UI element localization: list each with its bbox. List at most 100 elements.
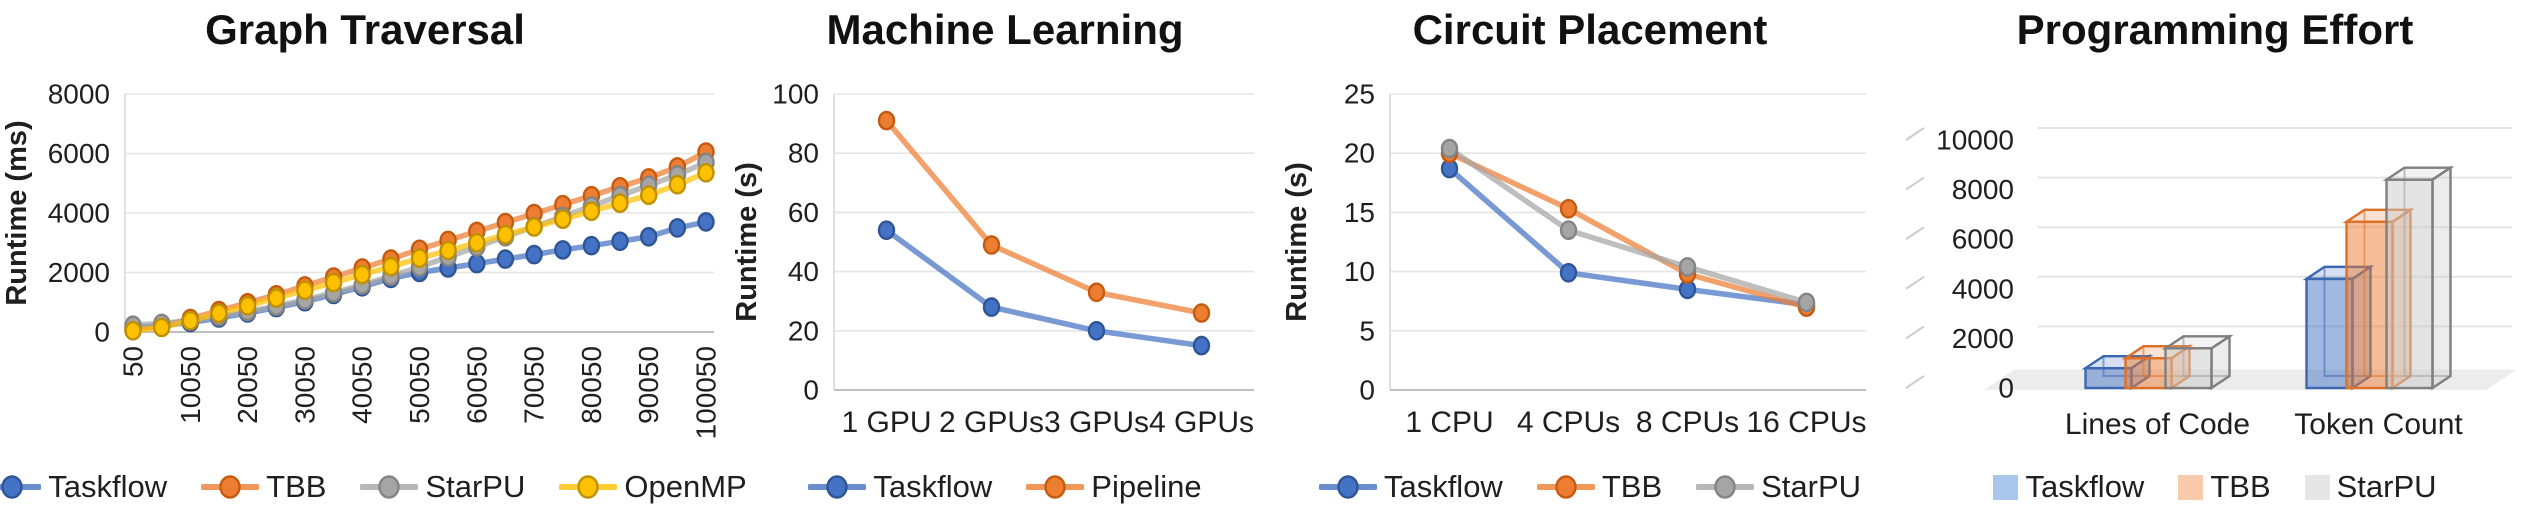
legend-line-marker-icon bbox=[0, 475, 42, 499]
legend-item-pipeline: Pipeline bbox=[1026, 469, 1202, 505]
marker-openmp bbox=[181, 310, 200, 331]
legend-line-marker-icon bbox=[360, 475, 419, 499]
series-line-taskflow bbox=[883, 227, 1205, 349]
svg-text:2000: 2000 bbox=[48, 257, 110, 288]
series-line-pipeline bbox=[883, 117, 1205, 316]
legend-label: Taskflow bbox=[873, 469, 993, 504]
legend-item-openmp: OpenMP bbox=[559, 469, 747, 505]
svg-text:0: 0 bbox=[803, 375, 819, 406]
series-line-taskflow bbox=[1446, 165, 1810, 308]
legend-item-tbb: TBB bbox=[1536, 469, 1662, 505]
svg-text:2000: 2000 bbox=[1952, 323, 2014, 354]
plot-circuit-placement: 0 5 10 15 20 25 1 CPU 4 CPUs 8 CPUs 16 CPUs Runtim… bbox=[1281, 79, 1867, 440]
plot-programming-effort: 0 2000 4000 6000 8000 10000 Lines of Code Token… bbox=[1905, 125, 2517, 441]
svg-text:Runtime (ms): Runtime (ms) bbox=[1, 120, 33, 305]
marker-openmp bbox=[697, 163, 715, 183]
gridlines bbox=[1389, 93, 1866, 391]
legend-item-taskflow: Taskflow bbox=[1993, 469, 2144, 505]
marker-taskflow bbox=[697, 212, 715, 232]
marker-openmp bbox=[238, 295, 257, 316]
marker-starpu bbox=[1559, 220, 1578, 240]
legend-programming-effort: Taskflow TBB StarPU bbox=[1900, 456, 2530, 518]
svg-text:Runtime (s): Runtime (s) bbox=[1281, 162, 1313, 322]
marker-pipeline bbox=[877, 110, 896, 131]
marker-openmp bbox=[582, 201, 601, 221]
svg-text:20: 20 bbox=[1344, 138, 1375, 169]
svg-text:8000: 8000 bbox=[48, 79, 110, 110]
svg-text:8000: 8000 bbox=[1952, 174, 2014, 205]
legend-line-marker-icon bbox=[1026, 475, 1085, 499]
bar-starpu-1 bbox=[2382, 165, 2455, 391]
chart-panel-graph-traversal: Graph Traversal 0 2000 4000 6000 8000 50 10050… bbox=[0, 0, 747, 529]
legend-label: TBB bbox=[266, 469, 327, 504]
data-point-markers bbox=[1440, 138, 1816, 317]
marker-openmp bbox=[124, 320, 142, 341]
marker-openmp bbox=[640, 185, 658, 205]
legend-label: StarPU bbox=[2336, 469, 2437, 504]
legend-label: Taskflow bbox=[2025, 469, 2145, 504]
legend-item-starpu: StarPU bbox=[360, 469, 525, 505]
legend-square-marker-icon bbox=[2178, 474, 2204, 500]
chart-title-graph-traversal: Graph Traversal bbox=[205, 6, 525, 53]
legend-line-marker-icon bbox=[201, 475, 260, 499]
svg-text:1 GPU: 1 GPU bbox=[841, 406, 931, 439]
svg-text:15: 15 bbox=[1344, 197, 1375, 228]
legend-item-starpu: StarPU bbox=[2304, 469, 2437, 505]
marker-openmp bbox=[668, 174, 687, 195]
marker-taskflow bbox=[1559, 262, 1578, 283]
x-tick-labels: 1 GPU 2 GPUs 3 GPUs 4 GPUs bbox=[841, 406, 1254, 439]
marker-openmp bbox=[439, 240, 457, 261]
series-lines bbox=[883, 117, 1205, 349]
marker-taskflow bbox=[1087, 320, 1106, 341]
svg-text:20050: 20050 bbox=[232, 346, 263, 424]
legend-circuit-placement: Taskflow TBB StarPU bbox=[1280, 456, 1900, 518]
svg-text:20: 20 bbox=[788, 315, 819, 346]
svg-text:4000: 4000 bbox=[48, 198, 110, 229]
svg-text:60: 60 bbox=[788, 197, 819, 228]
chart-panel-circuit-placement: Circuit Placement 0 5 10 15 20 25 1 CPU 4 CPUs 8… bbox=[1280, 0, 1900, 529]
x-tick-labels: 50 10050 20050 30050 40050 50050 60050 70050 800… bbox=[118, 346, 722, 439]
marker-openmp bbox=[611, 193, 629, 213]
svg-text:0: 0 bbox=[1359, 375, 1375, 406]
plot-machine-learning: 0 20 40 60 80 100 1 GPU 2 GPUs 3 GPUs 4 GPUs Runti… bbox=[731, 79, 1254, 440]
marker-starpu bbox=[1678, 257, 1697, 277]
chart-title-machine-learning: Machine Learning bbox=[826, 6, 1184, 53]
y-tick-labels: 0 20 40 60 80 100 bbox=[772, 79, 819, 406]
gridlines bbox=[124, 93, 714, 333]
marker-openmp bbox=[382, 256, 400, 277]
svg-text:Runtime (s): Runtime (s) bbox=[731, 162, 763, 322]
svg-text:30050: 30050 bbox=[289, 346, 320, 424]
svg-text:80: 80 bbox=[788, 138, 819, 169]
marker-openmp bbox=[210, 303, 228, 324]
svg-text:1 CPU: 1 CPU bbox=[1405, 406, 1493, 439]
legend-item-taskflow: Taskflow bbox=[1318, 469, 1503, 505]
marker-openmp bbox=[267, 288, 285, 308]
marker-taskflow bbox=[668, 218, 687, 238]
svg-text:16 CPUs: 16 CPUs bbox=[1746, 406, 1866, 439]
svg-text:0: 0 bbox=[1998, 373, 2014, 404]
marker-pipeline bbox=[1087, 282, 1106, 303]
chart-title-programming-effort: Programming Effort bbox=[2016, 6, 2414, 53]
marker-openmp bbox=[468, 232, 486, 253]
marker-openmp bbox=[554, 209, 572, 229]
marker-tbb bbox=[1559, 198, 1578, 219]
series-line-starpu bbox=[1446, 145, 1810, 306]
legend-label: StarPU bbox=[425, 469, 526, 504]
svg-text:50: 50 bbox=[118, 346, 149, 377]
y-axis-title: Runtime (s) bbox=[731, 162, 763, 322]
legend-line-marker-icon bbox=[1696, 475, 1755, 499]
marker-openmp bbox=[353, 264, 371, 285]
legend-item-starpu: StarPU bbox=[1696, 469, 1861, 505]
data-point-markers bbox=[124, 142, 715, 341]
svg-text:4 CPUs: 4 CPUs bbox=[1517, 406, 1620, 439]
marker-pipeline bbox=[982, 235, 1001, 255]
marker-taskflow bbox=[582, 235, 601, 256]
legend-graph-traversal: Taskflow TBB StarPU OpenMP bbox=[0, 456, 747, 518]
y-tick-labels: 0 2000 4000 6000 8000 bbox=[48, 79, 110, 348]
legend-label: Pipeline bbox=[1091, 469, 1202, 504]
legend-label: Taskflow bbox=[48, 469, 168, 504]
svg-text:10000: 10000 bbox=[1936, 125, 2014, 156]
marker-taskflow bbox=[496, 249, 515, 269]
marker-taskflow bbox=[982, 297, 1001, 317]
svg-text:Lines of Code: Lines of Code bbox=[2065, 408, 2250, 441]
